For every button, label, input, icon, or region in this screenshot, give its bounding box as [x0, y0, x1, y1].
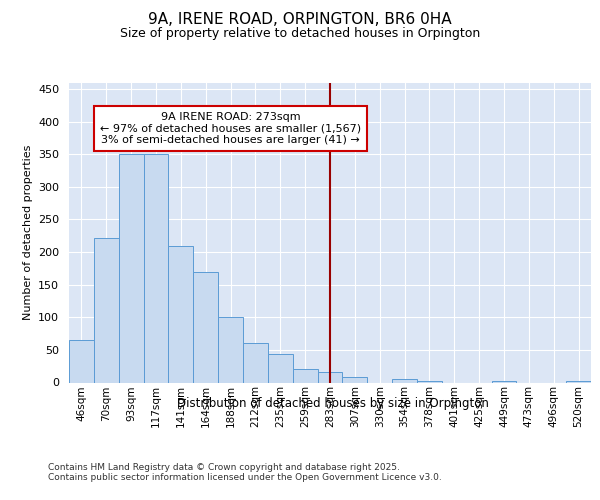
Bar	[417, 380, 442, 382]
Bar	[243, 344, 268, 382]
Bar	[69, 340, 94, 382]
Bar	[566, 381, 591, 382]
Bar	[94, 238, 119, 382]
Bar	[143, 154, 169, 382]
Bar	[293, 370, 317, 382]
Bar	[169, 246, 193, 382]
Text: Size of property relative to detached houses in Orpington: Size of property relative to detached ho…	[120, 28, 480, 40]
Bar	[119, 154, 143, 382]
Bar	[392, 379, 417, 382]
Bar	[491, 380, 517, 382]
Bar	[218, 318, 243, 382]
Text: 9A IRENE ROAD: 273sqm
← 97% of detached houses are smaller (1,567)
3% of semi-de: 9A IRENE ROAD: 273sqm ← 97% of detached …	[100, 112, 361, 145]
Y-axis label: Number of detached properties: Number of detached properties	[23, 145, 32, 320]
Text: Contains HM Land Registry data © Crown copyright and database right 2025.
Contai: Contains HM Land Registry data © Crown c…	[48, 462, 442, 482]
Text: Distribution of detached houses by size in Orpington: Distribution of detached houses by size …	[177, 398, 489, 410]
Bar	[268, 354, 293, 382]
Text: 9A, IRENE ROAD, ORPINGTON, BR6 0HA: 9A, IRENE ROAD, ORPINGTON, BR6 0HA	[148, 12, 452, 28]
Bar	[317, 372, 343, 382]
Bar	[193, 272, 218, 382]
Bar	[343, 378, 367, 382]
